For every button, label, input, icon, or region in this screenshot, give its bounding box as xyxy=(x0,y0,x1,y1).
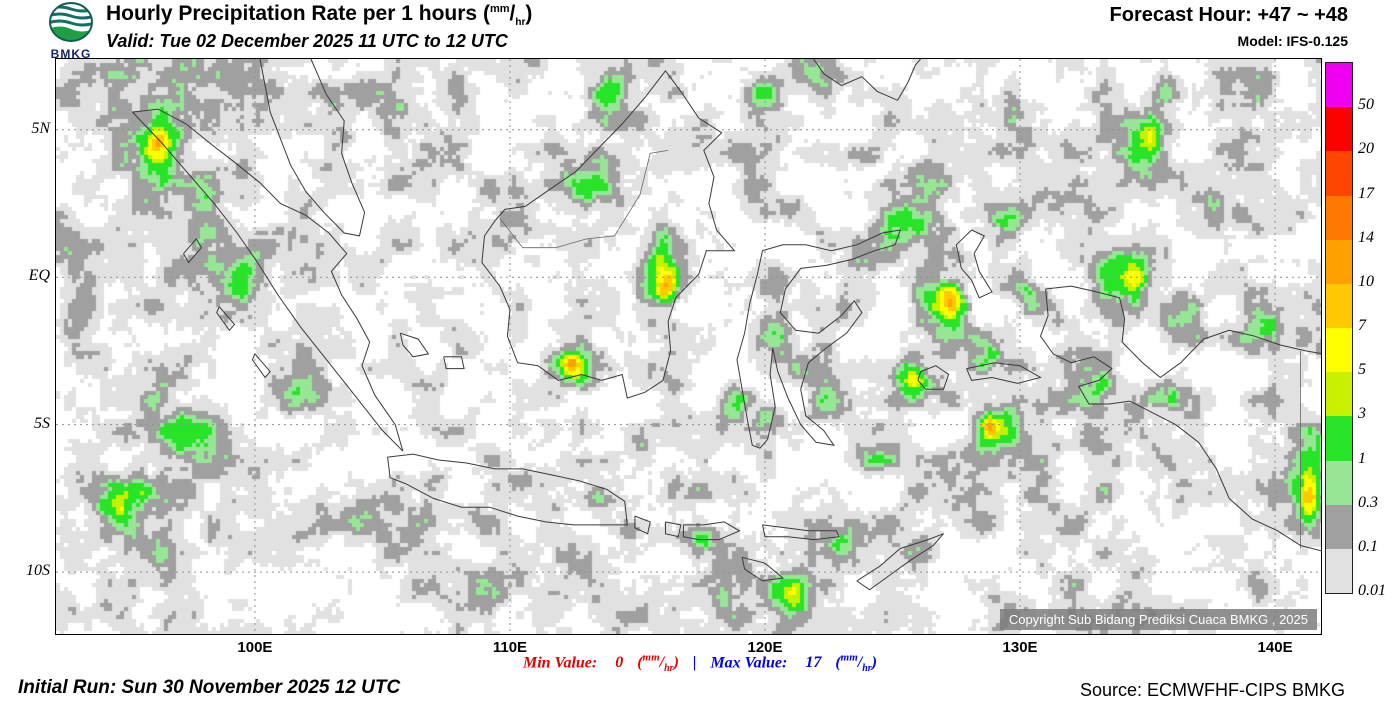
coastline xyxy=(856,533,944,591)
precip-colorbar xyxy=(1325,62,1353,594)
legend-color-swatch xyxy=(1326,548,1352,594)
coastline xyxy=(682,521,741,541)
lat-axis-label: 10S xyxy=(26,562,50,580)
legend-value: 0.1 xyxy=(1358,537,1378,555)
header-titles: Hourly Precipitation Rate per 1 hours (m… xyxy=(106,2,532,52)
forecast-hour: Forecast Hour: +47 ~ +48 xyxy=(1109,4,1348,26)
lon-axis-label: 140E xyxy=(1257,639,1293,656)
lat-axis-label: 5S xyxy=(34,414,50,432)
legend-value: 1 xyxy=(1358,449,1366,467)
legend-value: 0.01 xyxy=(1358,582,1386,599)
minmax-separator: | xyxy=(692,654,697,672)
max-value: 17 xyxy=(805,654,822,672)
min-value: 0 xyxy=(615,654,624,672)
lon-axis-label: 120E xyxy=(747,639,783,656)
coastline xyxy=(259,59,366,237)
coastline xyxy=(917,365,950,390)
legend-value: 5 xyxy=(1358,361,1366,379)
unit-numerator: mm xyxy=(489,3,510,15)
model-label: Model: IFS-0.125 xyxy=(1237,33,1348,49)
legend-value: 7 xyxy=(1358,317,1366,334)
header-right: Forecast Hour: +47 ~ +48 Model: IFS-0.12… xyxy=(1110,4,1348,49)
country-border xyxy=(499,150,669,249)
coastline xyxy=(955,229,993,299)
coastline xyxy=(966,362,1042,384)
legend-value: 3 xyxy=(1358,405,1366,423)
coastline xyxy=(183,238,203,264)
bmkg-logo-text: BMKG xyxy=(50,47,92,61)
coastline xyxy=(216,306,236,332)
coastline xyxy=(251,353,271,379)
lat-axis-label: EQ xyxy=(28,267,50,285)
coastline xyxy=(665,521,682,538)
min-value-label: Min Value: xyxy=(522,654,598,672)
coastline xyxy=(443,356,465,370)
legend-value: 20 xyxy=(1358,140,1374,158)
legend-color-swatch xyxy=(1326,372,1352,417)
coastline xyxy=(634,515,651,535)
coastline xyxy=(736,229,901,449)
coastline xyxy=(399,332,430,358)
legend-value: 14 xyxy=(1358,228,1374,246)
bmkg-logo-icon xyxy=(49,2,93,42)
legend-value: 10 xyxy=(1358,272,1374,290)
lon-axis-label: 130E xyxy=(1002,639,1038,656)
legend-color-swatch xyxy=(1326,107,1352,152)
coastline xyxy=(813,59,921,101)
legend-color-swatch xyxy=(1326,151,1352,196)
valid-time: Valid: Tue 02 December 2025 11 UTC to 12… xyxy=(106,31,508,52)
legend-color-swatch xyxy=(1326,328,1352,373)
minmax-bar: Min Value: 0 (mm/hr) | Max Value: 17 (mm… xyxy=(0,652,1400,675)
lon-axis-label: 110E xyxy=(492,639,528,656)
legend-color-swatch xyxy=(1326,504,1352,549)
page-title: Hourly Precipitation Rate per 1 hours (m… xyxy=(106,2,532,28)
unit-denominator: hr xyxy=(515,17,526,29)
source-label: Source: ECMWFHF-CIPS BMKG xyxy=(1079,680,1345,700)
legend-color-swatch xyxy=(1326,283,1352,329)
legend-value: 17 xyxy=(1358,184,1374,202)
coastline xyxy=(387,453,628,526)
precip-unit: (mm/hr) xyxy=(482,2,533,29)
coastline xyxy=(741,556,785,582)
legend-color-swatch xyxy=(1326,416,1352,461)
page-title-text: Hourly Precipitation Rate per 1 hours xyxy=(106,2,478,25)
lon-axis-label: 100E xyxy=(237,639,273,656)
legend-value: 0.3 xyxy=(1358,493,1378,511)
initial-run: Initial Run: Sun 30 November 2025 12 UTC xyxy=(18,677,401,698)
coastline xyxy=(132,108,404,452)
legend-color-swatch xyxy=(1326,195,1352,240)
coastline-overlay xyxy=(56,59,1321,634)
coastline xyxy=(481,69,736,399)
legend-color-swatch xyxy=(1326,460,1352,505)
coastline xyxy=(1039,285,1321,552)
map-frame: Copyright Sub Bidang Prediksi Cuaca BMKG… xyxy=(26,58,1322,656)
max-value-label: Max Value: xyxy=(710,654,788,672)
max-unit: (mm/hr) xyxy=(835,652,878,675)
bmkg-logo: BMKG xyxy=(44,2,98,61)
legend-value: 50 xyxy=(1358,96,1374,114)
lat-axis-label: 5N xyxy=(31,119,50,137)
min-unit: (mm/hr) xyxy=(637,652,679,675)
coastline xyxy=(762,524,840,541)
legend-color-swatch xyxy=(1326,239,1352,284)
copyright-note: Copyright Sub Bidang Prediksi Cuaca BMKG… xyxy=(999,609,1317,630)
legend-color-swatch xyxy=(1326,63,1352,108)
